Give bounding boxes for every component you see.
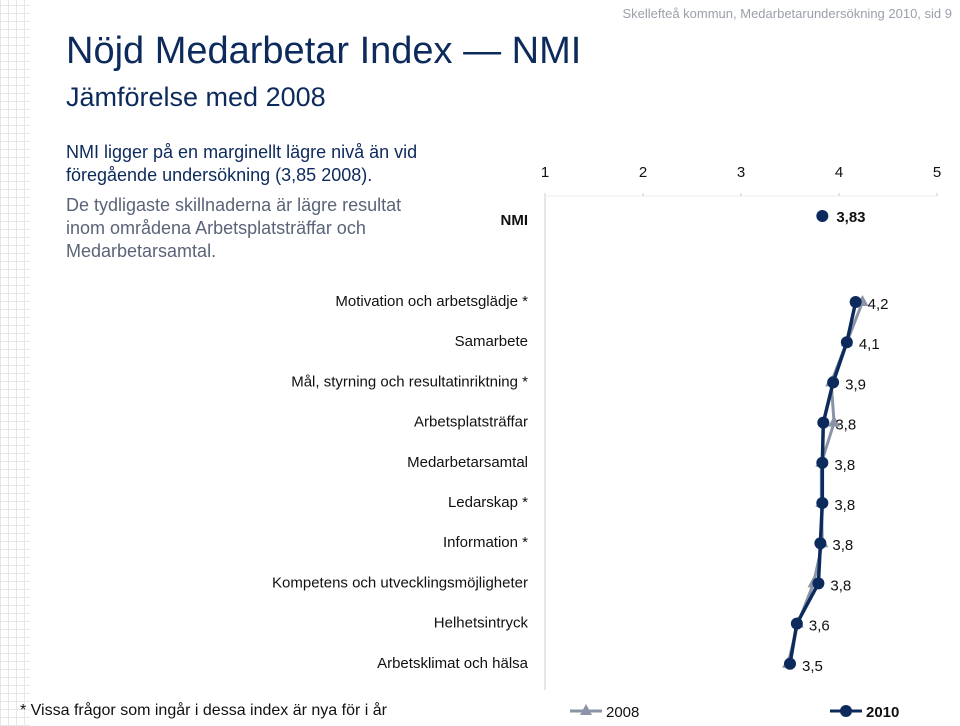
paragraph: NMI ligger på en marginellt lägre nivå ä…: [66, 142, 418, 185]
marker: [817, 416, 830, 429]
subtitle: Jämförelse med 2008: [66, 82, 326, 112]
marker: [840, 336, 853, 349]
nmi-dot: [816, 210, 829, 222]
x-tick-label: 1: [541, 164, 549, 181]
category-label: Kompetens och utvecklingsmöjligheter: [272, 574, 528, 591]
value-label: 3,5: [802, 658, 823, 675]
value-label: 3,9: [845, 376, 866, 393]
marker: [816, 456, 829, 469]
value-label: 3,6: [809, 618, 830, 635]
category-label: Arbetsplatsträffar: [414, 414, 528, 431]
category-label: Helhetsintryck: [434, 615, 529, 632]
category-label: Ledarskap *: [448, 494, 528, 511]
value-label: 3,8: [832, 537, 853, 554]
category-label: Mål, styrning och resultatinriktning *: [291, 373, 528, 390]
category-label: Samarbete: [455, 333, 528, 350]
x-tick-label: 2: [639, 164, 647, 181]
category-label: Motivation och arbetsglädje *: [335, 293, 528, 310]
nmi-value-label: 3,83: [836, 209, 865, 226]
value-label: 4,1: [859, 336, 880, 353]
value-label: 3,8: [834, 497, 855, 514]
marker: [812, 577, 825, 590]
legend-label: 2008: [606, 704, 639, 721]
marker: [840, 705, 852, 717]
marker: [814, 537, 827, 550]
marker: [827, 376, 840, 389]
paragraph: De tydligaste skillnaderna är lägre resu…: [66, 195, 402, 261]
category-label: Arbetsklimat och hälsa: [377, 655, 529, 672]
series-line: [786, 301, 864, 665]
x-tick-label: 5: [933, 164, 941, 181]
x-tick-label: 3: [737, 164, 745, 181]
marker: [580, 704, 592, 715]
nmi-label: NMI: [501, 212, 529, 229]
marker: [790, 617, 803, 630]
marker: [849, 296, 862, 308]
marker: [816, 497, 829, 509]
x-tick-label: 4: [835, 164, 843, 181]
series-line: [788, 301, 858, 665]
title: Nöjd Medarbetar Index — NMI: [66, 30, 582, 72]
value-label: 3,8: [835, 417, 856, 434]
marker: [784, 657, 796, 670]
value-label: 3,8: [830, 577, 851, 594]
category-label: Medarbetarsamtal: [407, 454, 528, 471]
value-label: 3,8: [834, 457, 855, 474]
footnote: * Vissa frågor som ingår i dessa index ä…: [20, 702, 387, 719]
header: Skellefteå kommun, Medarbetarundersöknin…: [622, 6, 952, 21]
marker: [828, 415, 841, 427]
value-label: 4,2: [868, 296, 889, 313]
category-label: Information *: [443, 534, 528, 551]
ruler: [0, 0, 30, 726]
legend-label: 2010: [866, 704, 899, 721]
